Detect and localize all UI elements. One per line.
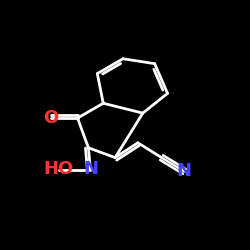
Text: HO: HO <box>44 160 74 178</box>
Text: N: N <box>177 162 192 180</box>
Text: O: O <box>43 109 59 127</box>
Text: N: N <box>83 160 98 178</box>
